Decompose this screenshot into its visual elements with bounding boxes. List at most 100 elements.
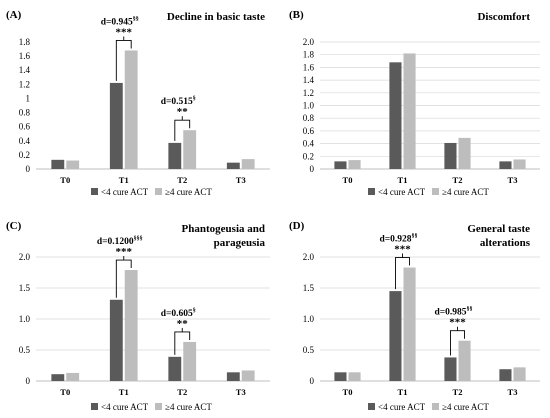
chart-panel-3: 0 0.5 1.0 1.5 2.0 T0 T1 T2 T3 ***d=0.1200§§§ **d=0… <box>6 220 270 412</box>
legend-label: <4 cure ACT <box>101 187 149 197</box>
legend: <4 cure ACT ≥4 cure ACT <box>368 402 489 412</box>
panel-title: parageusia <box>214 237 266 249</box>
legend-label: <4 cure ACT <box>378 402 426 412</box>
legend-swatch-series1 <box>368 403 375 410</box>
legend-swatch-series2 <box>432 403 439 410</box>
x-tick-label: T0 <box>60 387 70 397</box>
bar-t0-series1 <box>51 159 65 169</box>
y-tick-label: 0 <box>26 164 31 174</box>
bar-t2-series1 <box>168 356 182 381</box>
y-tick-label: 1.0 <box>303 314 315 324</box>
y-tick-label: 1.8 <box>19 37 31 47</box>
panel-title: Phantogeusia and <box>182 223 265 235</box>
bar-t0-series1 <box>51 374 65 381</box>
y-tick-label: 1.5 <box>303 283 315 293</box>
y-tick-label: 0.4 <box>19 136 31 146</box>
bar-t3-series2 <box>241 370 255 381</box>
x-tick-label: T0 <box>343 175 353 185</box>
y-tick-label: 0 <box>310 376 315 386</box>
significance-stars: ** <box>177 106 189 118</box>
bar-t1-series1 <box>389 291 402 381</box>
bar-t0-series2 <box>348 160 361 169</box>
bar-t3-series1 <box>226 372 240 381</box>
bar-t0-series2 <box>66 160 80 169</box>
effect-size-label: d=0.945§§ <box>101 16 139 27</box>
bar-t1-series1 <box>389 62 402 169</box>
x-tick-label: T0 <box>60 175 70 185</box>
x-tick-label: T1 <box>398 175 408 185</box>
effect-size-label: d=0.928§§ <box>379 234 417 245</box>
y-tick-label: 0.2 <box>303 151 314 161</box>
bar-t1-series2 <box>124 270 138 381</box>
significance-stars: *** <box>394 244 411 256</box>
panel-title: Discomfort <box>477 11 530 23</box>
x-tick-label: T1 <box>119 387 129 397</box>
y-tick-label: 0.2 <box>19 150 30 160</box>
legend-swatch-series2 <box>155 403 162 410</box>
bar-t2-series2 <box>183 341 197 381</box>
y-tick-label: 2.0 <box>19 252 31 262</box>
bar-t1-series2 <box>124 50 138 169</box>
bar-t2-series2 <box>458 137 471 169</box>
y-tick-label: 1 <box>26 93 31 103</box>
legend-label: ≥4 cure ACT <box>165 187 212 197</box>
legend-swatch-series2 <box>155 188 162 195</box>
y-tick-label: 0.8 <box>19 108 31 118</box>
legend: <4 cure ACT ≥4 cure ACT <box>91 402 212 412</box>
significance-stars: *** <box>116 26 133 38</box>
x-tick-label: T3 <box>508 175 518 185</box>
y-tick-label: 0.5 <box>303 345 315 355</box>
y-tick-label: 0.6 <box>19 122 31 132</box>
y-tick-label: 0.5 <box>19 345 31 355</box>
bar-t1-series1 <box>109 299 123 381</box>
y-tick-label: 0 <box>310 164 315 174</box>
y-tick-label: 1.5 <box>19 283 31 293</box>
legend: <4 cure ACT ≥4 cure ACT <box>91 187 212 197</box>
legend-swatch-series2 <box>432 188 439 195</box>
significance-stars: ** <box>177 318 189 330</box>
legend-swatch-series1 <box>368 188 375 195</box>
panel-label: (B) <box>289 9 304 21</box>
bar-t0-series2 <box>348 372 361 381</box>
bar-t1-series2 <box>403 53 416 169</box>
y-tick-label: 0 <box>26 376 31 386</box>
effect-size-superscript: § <box>193 308 196 314</box>
bar-t0-series1 <box>334 161 347 169</box>
bar-t3-series1 <box>499 369 512 381</box>
y-tick-label: 0.8 <box>303 113 315 123</box>
x-tick-label: T3 <box>236 175 246 185</box>
y-tick-label: 2.0 <box>303 37 315 47</box>
effect-size-superscript: §§ <box>412 234 418 240</box>
bar-t1-series1 <box>109 82 123 169</box>
bar-t0-series2 <box>66 372 80 381</box>
x-tick-label: T1 <box>119 175 129 185</box>
chart-panel-2: 0 0.2 0.4 0.6 0.8 1.0 1.2 1.4 1.6 1.8 2.0 T0 T1 T2 T3 (… <box>289 9 540 197</box>
bar-t0-series1 <box>334 372 347 381</box>
effect-size-label: d=0.1200§§§ <box>97 236 143 247</box>
legend: <4 cure ACT ≥4 cure ACT <box>368 187 489 197</box>
y-tick-label: 2.0 <box>303 252 315 262</box>
y-tick-label: 0.6 <box>303 126 315 136</box>
panel-title: General taste <box>467 223 530 235</box>
panel-title: Decline in basic taste <box>167 11 265 23</box>
panel-label: (A) <box>6 9 22 21</box>
bar-t2-series2 <box>458 340 471 381</box>
x-tick-label: T2 <box>177 387 187 397</box>
significance-stars: *** <box>449 317 466 329</box>
legend-label: <4 cure ACT <box>378 187 426 197</box>
panel-title: alterations <box>480 237 531 249</box>
effect-size-label: d=0.985§§ <box>434 307 472 318</box>
bar-t2-series1 <box>444 357 457 381</box>
panel-label: (D) <box>289 220 305 232</box>
effect-size-superscript: §§ <box>467 307 473 313</box>
y-tick-label: 1.6 <box>303 62 315 72</box>
chart-panel-4: 00.51.01.52.0T0 T1 T2 T3***d=0.928§§***d=0.… <box>289 220 540 412</box>
x-tick-label: T1 <box>398 387 408 397</box>
chart-panel-1: 00.20.40.60.811.21.41.61.8T0 T1 T2 T3***d=0… <box>6 9 270 197</box>
x-tick-label: T3 <box>508 387 518 397</box>
bar-t3-series2 <box>513 367 526 381</box>
y-tick-label: 1.6 <box>19 51 31 61</box>
y-tick-label: 1.8 <box>303 50 315 60</box>
y-tick-label: 1.0 <box>303 101 315 111</box>
